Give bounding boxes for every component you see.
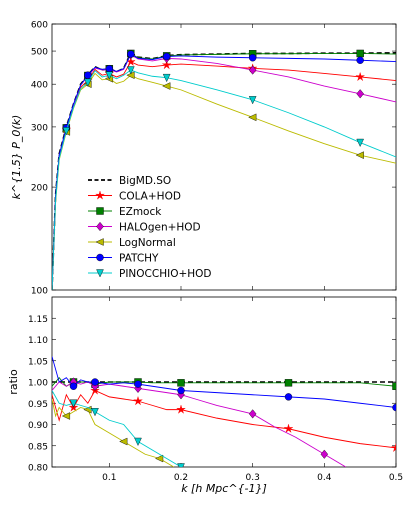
legend-label: PINOCCHIO+HOD bbox=[119, 268, 212, 280]
x-tick-label: 0.2 bbox=[174, 473, 188, 483]
x-tick-label: 0.1 bbox=[102, 473, 116, 483]
top-data-point bbox=[161, 59, 172, 70]
top-ytick-label: 500 bbox=[31, 48, 48, 58]
top-data-point bbox=[127, 66, 135, 75]
legend-marker bbox=[96, 253, 104, 262]
legend-label: HALOgen+HOD bbox=[119, 222, 201, 234]
top-ytick-label: 100 bbox=[31, 287, 48, 297]
bottom-data-point bbox=[284, 393, 293, 401]
top-data-point bbox=[355, 71, 366, 82]
bottom-data-point bbox=[155, 454, 164, 463]
bottom-ytick-label: 0.95 bbox=[28, 400, 48, 410]
top-series-line-patchy bbox=[52, 53, 396, 290]
bottom-ytick-label: 1.10 bbox=[28, 336, 48, 346]
top-series-line-bigmd-so bbox=[52, 51, 396, 290]
top-data-point bbox=[355, 151, 364, 159]
bottom-data-point bbox=[133, 395, 143, 406]
top-series-line-ezmock bbox=[52, 52, 396, 290]
top-data-point bbox=[162, 52, 171, 61]
x-tick-label: 0.5 bbox=[389, 473, 403, 483]
top-series-line-cola-hod bbox=[52, 61, 396, 290]
top-data-point bbox=[105, 65, 114, 73]
bottom-ytick-label: 0.85 bbox=[28, 442, 48, 452]
bottom-series-line-lognormal bbox=[52, 398, 175, 467]
bottom-data-point bbox=[91, 408, 99, 417]
bottom-data-point bbox=[69, 382, 78, 390]
bottom-data-point bbox=[392, 403, 396, 412]
x-tick-label: 0.4 bbox=[317, 473, 332, 483]
bottom-data-point bbox=[61, 412, 71, 420]
legend-marker bbox=[96, 269, 104, 278]
top-data-point bbox=[248, 65, 257, 75]
top-series-line-pinocchio-hod bbox=[52, 69, 396, 290]
bottom-data-point bbox=[177, 463, 185, 467]
bottom-ytick-label: 1.00 bbox=[28, 379, 48, 389]
top-data-point bbox=[248, 54, 257, 62]
top-data-point bbox=[162, 73, 171, 83]
bottom-series-line-cola-hod bbox=[52, 389, 396, 449]
bottom-data-point bbox=[320, 449, 329, 459]
top-data-point bbox=[127, 50, 135, 58]
top-ytick-label: 200 bbox=[31, 184, 48, 194]
top-data-point bbox=[356, 49, 364, 58]
top-series-group bbox=[52, 49, 396, 290]
bottom-data-point bbox=[392, 382, 396, 390]
top-data-point bbox=[248, 113, 257, 122]
top-data-point bbox=[356, 56, 364, 64]
legend: BigMD.SO COLA+HOD EZmock HALOgen+HOD LogNorm… bbox=[88, 175, 212, 280]
legend-label: PATCHY bbox=[119, 253, 159, 265]
bottom-data-point bbox=[69, 399, 78, 408]
legend-marker bbox=[95, 238, 104, 246]
bottom-data-point bbox=[119, 437, 128, 446]
legend-marker bbox=[96, 221, 104, 232]
bottom-ytick-label: 1.05 bbox=[28, 357, 48, 367]
bottom-data-point bbox=[91, 378, 99, 386]
bottom-ytick-label: 0.90 bbox=[28, 421, 48, 431]
legend-label: LogNormal bbox=[119, 237, 176, 249]
legend-marker bbox=[95, 190, 105, 200]
bottom-data-point bbox=[284, 379, 293, 387]
top-data-point bbox=[62, 127, 71, 136]
bottom-data-point bbox=[283, 423, 294, 433]
top-data-point bbox=[105, 71, 114, 80]
top-data-point bbox=[162, 82, 171, 90]
x-axis-label: k [h Mpc^{-1}] bbox=[181, 482, 267, 495]
legend-label: COLA+HOD bbox=[119, 191, 181, 203]
top-ytick-label: 600 bbox=[31, 21, 48, 31]
top-ytick-label: 400 bbox=[31, 81, 48, 91]
bottom-data-point bbox=[391, 442, 396, 453]
top-data-point bbox=[356, 89, 364, 99]
top-y-axis-label: k^{1.5} P_0(k) bbox=[10, 115, 23, 200]
bottom-panel: 0.80 0.85 0.90 0.95 1.00 1.05 1.10 1.15 0.1 0.2 0.… bbox=[7, 296, 403, 495]
bottom-data-point bbox=[177, 379, 185, 387]
bottom-series-group bbox=[52, 356, 396, 467]
bottom-y-axis-label: ratio bbox=[7, 369, 20, 395]
top-data-point bbox=[84, 78, 92, 87]
bottom-data-point bbox=[248, 409, 257, 419]
top-ytick-label: 300 bbox=[31, 123, 48, 133]
top-data-point bbox=[248, 96, 257, 105]
bottom-series-line-halogen-hod bbox=[52, 381, 347, 467]
top-panel: 100 200 300 400 500 600 k^{1.5} P_0(k) bbox=[10, 21, 397, 297]
bottom-data-point bbox=[176, 404, 186, 414]
legend-label: EZmock bbox=[119, 206, 162, 218]
bottom-data-point bbox=[134, 380, 142, 388]
bottom-ytick-label: 1.15 bbox=[28, 315, 48, 325]
x-tick-label: 0.3 bbox=[246, 473, 260, 483]
top-series-line-halogen-hod bbox=[52, 54, 396, 290]
top-frame bbox=[51, 23, 397, 291]
top-data-point bbox=[356, 138, 364, 148]
legend-label: BigMD.SO bbox=[119, 175, 171, 187]
bottom-ytick-label: 0.80 bbox=[28, 464, 48, 474]
bottom-data-point bbox=[134, 437, 142, 446]
legend-marker bbox=[96, 207, 104, 215]
bottom-data-point bbox=[177, 386, 185, 395]
